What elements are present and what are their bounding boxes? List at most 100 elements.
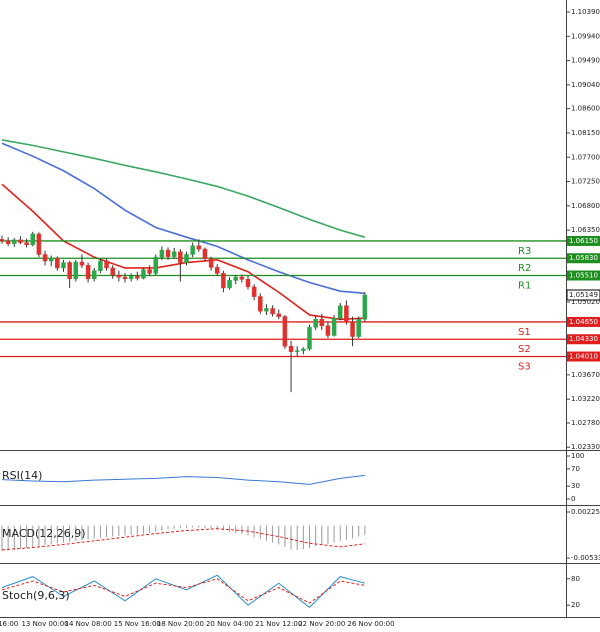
y-tick-label: 80 [571,575,580,583]
y-tick-label: 0 [571,495,575,503]
level-value: 1.04650 [569,318,598,326]
x-tick-label: 21 Nov 12:00 [255,620,302,628]
candle-body [331,317,337,336]
candle-body [24,242,29,245]
level-value: 1.06150 [569,237,598,245]
y-tick-label: 1.08150 [571,129,600,137]
candle-body [48,257,54,262]
candle-body [221,273,226,289]
y-tick-label: 1.05020 [571,298,600,306]
level-box [567,235,600,246]
candle-body [215,267,220,274]
candle-body [18,239,23,243]
candle-body [165,249,171,257]
level-name: R1 [518,281,531,292]
level-name: S1 [518,327,531,338]
candle-body [227,280,232,289]
candle-body [153,256,158,274]
frame [0,0,600,618]
candle-body [159,249,165,258]
indicator-title: Stoch(9,6,3) [2,589,70,602]
indicator-line [1,474,365,485]
candle-body [85,265,91,280]
level-box [567,270,600,281]
candle-body [55,257,60,269]
candle-body [104,260,109,269]
candle-body [258,296,263,312]
level-value: 1.04010 [569,353,598,361]
indicator-line [1,528,365,551]
candle-body [251,286,257,297]
x-tick-label: 14 Nov 08:00 [64,620,111,628]
candle-body [276,313,281,317]
y-tick-label: 1.09040 [571,81,600,89]
candle-body [92,270,97,280]
candle-body [61,262,66,269]
candle-body [288,346,294,352]
moving-average [1,139,366,238]
candle-body [196,245,202,250]
candle-body [98,260,103,271]
candle-body [190,245,195,255]
candle-body [245,279,251,288]
candle-body [147,269,152,274]
candle-body [282,316,288,347]
candle-body [208,258,214,268]
candle-body [239,276,245,280]
last-price-box [566,289,600,301]
candle-body [202,248,208,260]
candle-body [264,308,269,312]
candle-body [270,308,275,315]
y-tick-label: 1.06350 [571,226,600,234]
moving-average [1,142,365,295]
candle-body [30,233,35,245]
candle-body [362,294,368,320]
x-tick-label: 16:00 [0,620,18,628]
y-tick-label: 1.06800 [571,202,600,210]
indicator-title: RSI(14) [2,469,42,482]
candle-body [301,348,306,351]
candle-body [344,305,349,323]
x-tick-label: 22 Nov 20:00 [298,620,345,628]
candle-body [0,239,5,242]
level-name: S3 [518,362,531,373]
candle-body [319,319,325,326]
level-name: R3 [518,246,531,257]
candle-body [5,240,11,244]
level-value: 1.05830 [569,254,598,262]
candle-body [128,275,134,280]
candle-body [233,276,238,281]
indicator-line [1,578,365,604]
level-value: 1.04330 [569,335,598,343]
candle-body [116,274,122,278]
candle-body [135,275,140,279]
level-name: S2 [518,344,531,355]
y-tick-label: 70 [571,465,580,473]
y-tick-label: 1.02780 [571,419,600,427]
y-tick-label: 1.02330 [571,443,600,451]
y-tick-label: 1.03670 [571,371,600,379]
x-tick-label: 15 Nov 16:00 [114,620,161,628]
candle-body [171,251,177,257]
x-tick-label: 20 Nov 04:00 [206,620,253,628]
candle-body [42,254,48,262]
candle-body [313,319,318,328]
y-tick-label: 1.10390 [571,8,600,16]
level-box [567,253,600,264]
x-tick-label: 18 Nov 20:00 [157,620,204,628]
y-tick-label: 0.002252 [571,508,600,516]
candle-body [178,251,183,263]
y-tick-label: 30 [571,482,580,490]
y-tick-label: 1.07700 [571,153,600,161]
candle-body [184,254,189,263]
level-box [567,334,600,345]
last-price-label: 1.05149 [569,291,598,299]
candle-body [356,319,361,337]
y-tick-label: 100 [571,452,584,460]
candle-body [110,267,115,276]
level-box [567,351,600,362]
y-tick-label: 1.08600 [571,105,600,113]
y-tick-label: -0.005334 [571,554,600,562]
